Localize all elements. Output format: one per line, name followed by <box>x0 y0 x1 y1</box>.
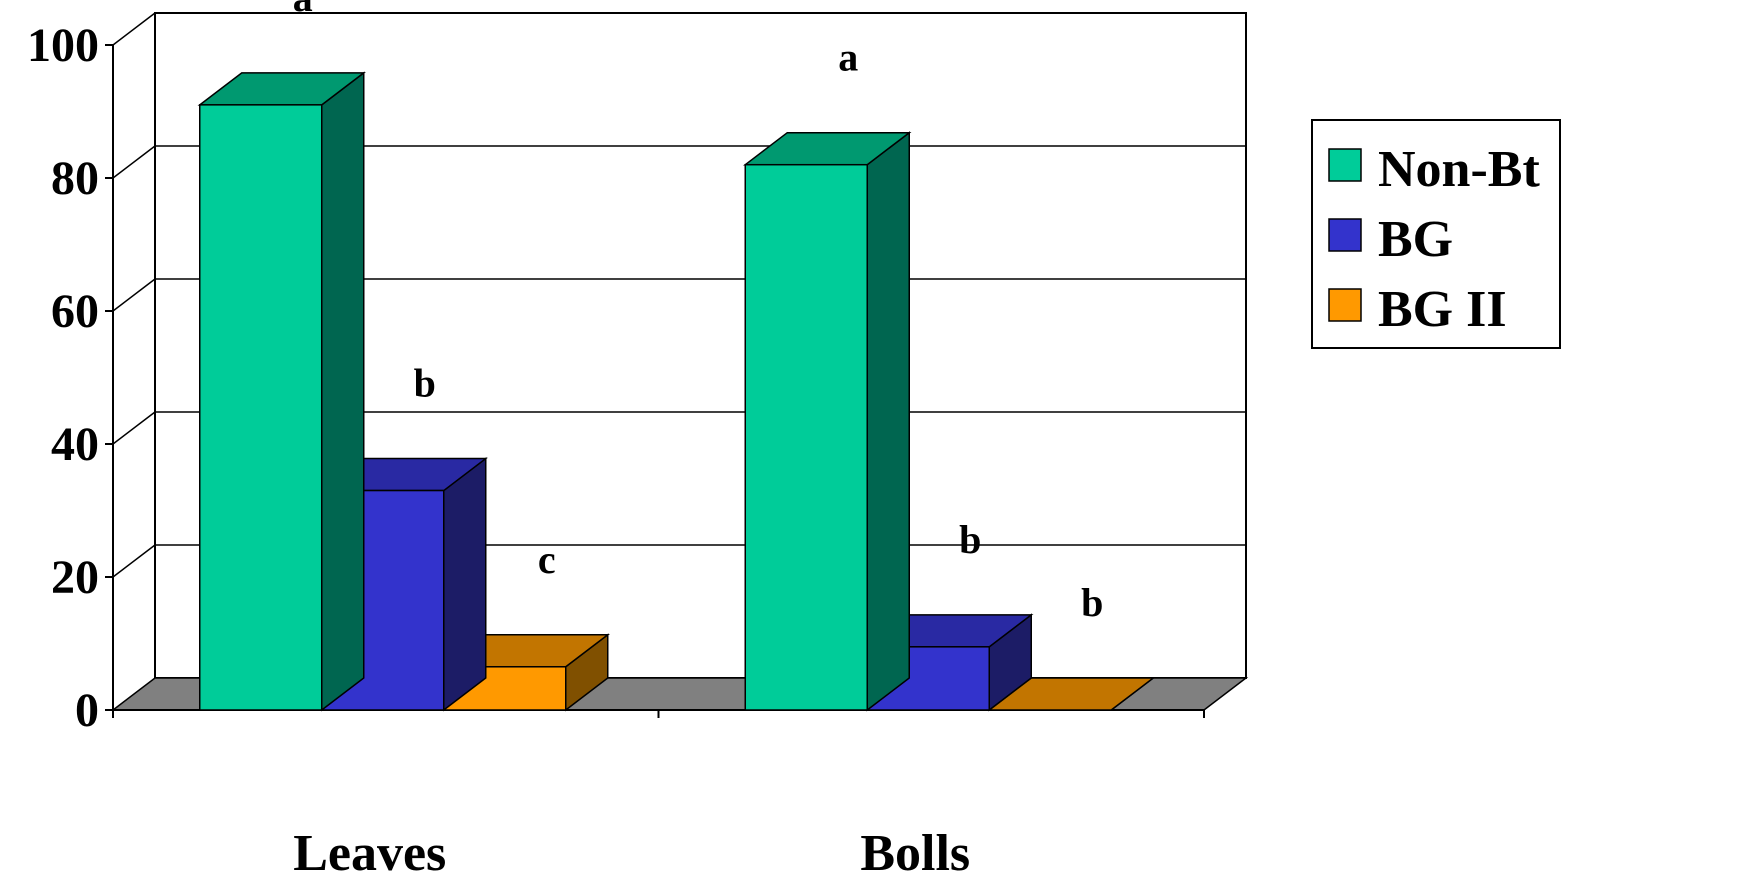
significance-letter: c <box>538 537 556 582</box>
legend-swatch-0 <box>1328 148 1362 182</box>
bar-side <box>866 131 910 712</box>
y-tick-label-1: 20 <box>51 551 99 604</box>
y-tick-label-3: 60 <box>51 285 99 338</box>
significance-letter: a <box>293 0 313 20</box>
legend-label-2: BG II <box>1378 281 1507 338</box>
category-label-bolls: Bolls <box>860 825 970 878</box>
legend-swatch-2 <box>1328 288 1362 322</box>
y-tick-label-0: 0 <box>75 684 99 737</box>
significance-letter: b <box>414 361 436 406</box>
legend-label-0: Non-Bt <box>1378 141 1540 198</box>
legend-label-1: BG <box>1378 211 1453 268</box>
bar-front <box>744 163 868 711</box>
bar-non-bt-bolls <box>743 131 912 712</box>
bar-front <box>199 104 323 711</box>
category-label-leaves: Leaves <box>293 825 446 878</box>
y-tick-label-2: 40 <box>51 418 99 471</box>
significance-letters: c b a b b a <box>293 0 1104 625</box>
legend-swatch-1 <box>1328 218 1362 252</box>
bars <box>197 71 1156 712</box>
gridline-side-5 <box>112 12 156 46</box>
category-labels: Leaves Bolls <box>293 825 970 878</box>
y-tick-label-4: 80 <box>51 152 99 205</box>
y-tick-labels: 0 20 40 60 80 100 <box>27 19 99 737</box>
gridline-side-1 <box>112 544 156 578</box>
significance-letter: a <box>838 35 858 80</box>
y-tick-label-5: 100 <box>27 19 99 72</box>
bar-side <box>321 71 365 712</box>
significance-letter: b <box>1081 580 1103 625</box>
significance-letter: b <box>959 517 981 562</box>
bar-side <box>443 457 487 712</box>
legend: Non-Bt BG BG II <box>1311 119 1561 349</box>
bar-non-bt-leaves <box>197 71 366 712</box>
gridline-side-4 <box>112 145 156 179</box>
gridline-side-3 <box>112 278 156 312</box>
gridline-side-2 <box>112 411 156 445</box>
